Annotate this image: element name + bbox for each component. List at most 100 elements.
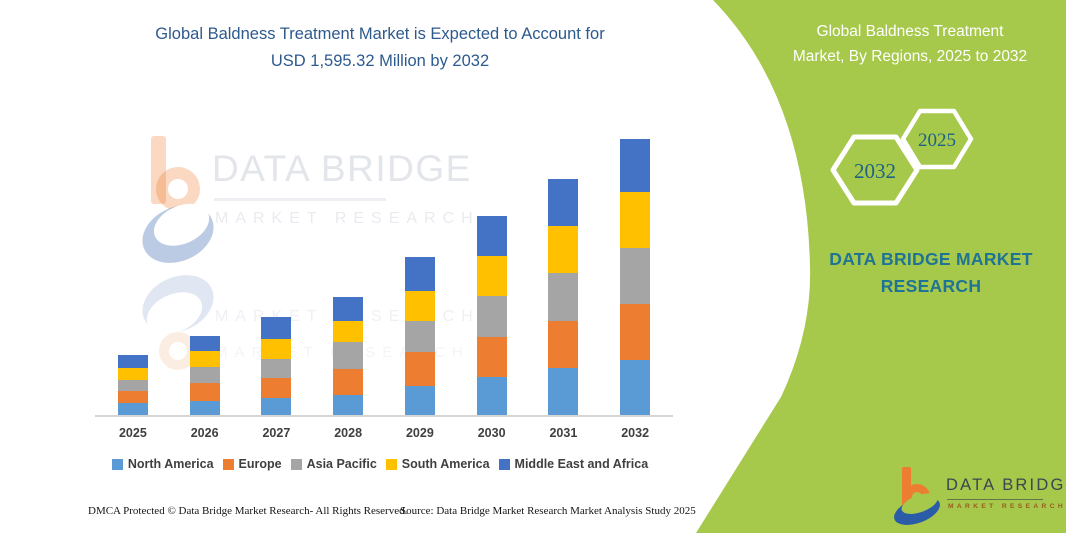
bar-segment-south-america[interactable] — [476, 256, 507, 296]
footer-dmca-text: DMCA Protected © Data Bridge Market Rese… — [88, 505, 408, 517]
bar-segment-europe[interactable] — [620, 304, 651, 360]
bar-segment-middle-east-and-africa[interactable] — [476, 216, 507, 256]
bar-segment-south-america[interactable] — [261, 339, 292, 359]
panel-brand-line2: RESEARCH — [880, 276, 982, 297]
bar-slot — [456, 130, 528, 415]
bar-segment-north-america[interactable] — [117, 403, 148, 415]
legend-label: South America — [401, 457, 490, 471]
legend-item-south-america[interactable]: South America — [385, 457, 490, 471]
x-axis-labels: 2025 2026 2027 2028 2029 2030 2031 2032 — [97, 426, 671, 440]
bar-segment-europe[interactable] — [548, 321, 579, 368]
chart-title: Global Baldness Treatment Market is Expe… — [40, 21, 720, 74]
bar-slot — [384, 130, 456, 415]
bar-segment-south-america[interactable] — [548, 226, 579, 273]
bar-segment-europe[interactable] — [189, 383, 220, 401]
bar-segment-europe[interactable] — [117, 391, 148, 403]
bar-segment-middle-east-and-africa[interactable] — [620, 139, 651, 192]
bar-segment-south-america[interactable] — [620, 192, 651, 248]
bar-segment-middle-east-and-africa[interactable] — [548, 179, 579, 226]
dbmr-logo-sub: MARKET RESEARCH — [948, 503, 1066, 510]
bar-segment-south-america[interactable] — [333, 321, 364, 342]
bar-segment-middle-east-and-africa[interactable] — [117, 355, 148, 368]
x-axis-label: 2032 — [621, 426, 650, 440]
bar-segment-south-america[interactable] — [189, 351, 220, 367]
bar-segment-asia-pacific[interactable] — [261, 359, 292, 378]
bar-slot — [241, 130, 313, 415]
bar-slot — [169, 130, 241, 415]
legend-item-europe[interactable]: Europe — [222, 457, 282, 471]
bar-slot — [312, 130, 384, 415]
legend-swatch-icon — [111, 458, 123, 470]
bar-segment-north-america[interactable] — [548, 368, 579, 415]
bar-segment-middle-east-and-africa[interactable] — [333, 297, 364, 321]
bar-segment-europe[interactable] — [261, 378, 292, 398]
dbmr-logo-name: DATA BRIDGE — [946, 476, 1066, 494]
stacked-bar-2025[interactable] — [117, 355, 148, 415]
hexagon-2032-label: 2032 — [854, 159, 896, 183]
bar-segment-north-america[interactable] — [261, 398, 292, 415]
x-axis-line — [95, 415, 673, 417]
bar-slot — [599, 130, 671, 415]
x-axis-label: 2026 — [190, 426, 219, 440]
x-axis-label: 2030 — [477, 426, 506, 440]
bar-segment-middle-east-and-africa[interactable] — [404, 257, 435, 291]
bar-segment-europe[interactable] — [333, 369, 364, 395]
bar-segment-asia-pacific[interactable] — [189, 367, 220, 383]
bar-segment-middle-east-and-africa[interactable] — [261, 317, 292, 339]
x-axis-label: 2031 — [549, 426, 578, 440]
legend: North America Europe Asia Pacific South Ame… — [80, 457, 680, 471]
legend-item-middle-east-and-africa[interactable]: Middle East and Africa — [498, 457, 648, 471]
bar-segment-asia-pacific[interactable] — [333, 342, 364, 369]
legend-item-asia-pacific[interactable]: Asia Pacific — [290, 457, 377, 471]
stacked-bar-2028[interactable] — [333, 297, 364, 415]
stacked-bar-2032[interactable] — [620, 139, 651, 415]
x-axis-label: 2027 — [262, 426, 291, 440]
legend-item-north-america[interactable]: North America — [111, 457, 214, 471]
bars-row — [97, 130, 671, 415]
x-axis-label: 2025 — [118, 426, 147, 440]
bar-segment-north-america[interactable] — [476, 377, 507, 415]
bar-slot — [97, 130, 169, 415]
bar-segment-asia-pacific[interactable] — [117, 380, 148, 391]
bar-segment-asia-pacific[interactable] — [476, 296, 507, 337]
year-hexagons: 2032 2025 — [830, 108, 974, 206]
bar-segment-north-america[interactable] — [333, 395, 364, 415]
legend-swatch-icon — [222, 458, 234, 470]
stacked-bar-2031[interactable] — [548, 179, 579, 415]
x-axis-label: 2029 — [405, 426, 434, 440]
panel-title-line1: Global Baldness Treatment — [816, 23, 1004, 40]
bar-segment-europe[interactable] — [476, 337, 507, 377]
chart-title-line2: USD 1,595.32 Million by 2032 — [270, 51, 490, 70]
panel-title-line2: Market, By Regions, 2025 to 2032 — [792, 47, 1028, 65]
stacked-bar-2029[interactable] — [404, 257, 435, 415]
chart-title-line1: Global Baldness Treatment Market is Expe… — [155, 25, 605, 43]
bar-segment-south-america[interactable] — [117, 368, 148, 380]
panel-title: Global Baldness Treatment Market, By Reg… — [760, 20, 1060, 70]
legend-label: Asia Pacific — [306, 457, 377, 471]
dbmr-logo-icon — [894, 467, 940, 525]
bar-segment-asia-pacific[interactable] — [404, 321, 435, 352]
bar-segment-north-america[interactable] — [620, 360, 651, 415]
x-axis-label: 2028 — [334, 426, 363, 440]
bar-segment-asia-pacific[interactable] — [620, 248, 651, 304]
footer-source-text: Source: Data Bridge Market Research Mark… — [400, 505, 696, 517]
hexagon-2025-label: 2025 — [918, 130, 956, 151]
panel-brand-text: DATA BRIDGE MARKET RESEARCH — [800, 246, 1062, 300]
bar-segment-middle-east-and-africa[interactable] — [189, 336, 220, 351]
stacked-bar-2027[interactable] — [261, 317, 292, 415]
stacked-bar-2030[interactable] — [476, 216, 507, 415]
legend-swatch-icon — [385, 458, 397, 470]
stacked-bar-2026[interactable] — [189, 336, 220, 415]
bar-segment-north-america[interactable] — [189, 401, 220, 415]
legend-label: North America — [127, 457, 214, 471]
dbmr-logo-divider — [947, 499, 1043, 500]
bar-segment-south-america[interactable] — [404, 291, 435, 321]
bar-segment-north-america[interactable] — [404, 386, 435, 415]
bar-segment-asia-pacific[interactable] — [548, 273, 579, 321]
bar-segment-europe[interactable] — [404, 352, 435, 386]
hexagon-2032-icon — [830, 134, 920, 206]
bar-slot — [528, 130, 600, 415]
legend-swatch-icon — [498, 458, 510, 470]
